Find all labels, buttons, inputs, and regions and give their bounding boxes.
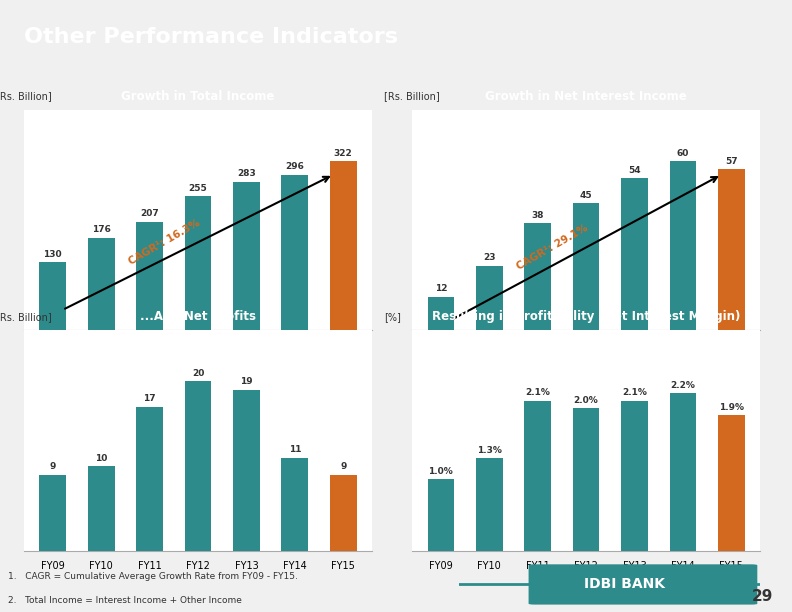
Text: 9: 9 (50, 462, 56, 471)
Text: 1.   CAGR = Cumulative Average Growth Rate from FY09 - FY15.: 1. CAGR = Cumulative Average Growth Rate… (8, 572, 298, 581)
Bar (233, 182, 260, 330)
Text: Other Performance Indicators: Other Performance Indicators (24, 27, 398, 47)
Bar (621, 401, 648, 551)
Bar (40, 262, 66, 330)
Text: 130: 130 (44, 250, 62, 259)
Text: [%]: [%] (384, 312, 401, 322)
Text: Growth in Total Income: Growth in Total Income (121, 90, 275, 103)
Bar (185, 381, 211, 551)
Bar (718, 170, 744, 330)
Bar (185, 196, 211, 330)
Text: 2.0%: 2.0% (573, 395, 599, 405)
Text: 2.2%: 2.2% (671, 381, 695, 390)
Text: 2.1%: 2.1% (525, 389, 550, 397)
Bar (281, 174, 308, 330)
Bar (428, 479, 454, 551)
Bar (621, 178, 648, 330)
Bar (330, 474, 356, 551)
Text: ...And Net Profits: ...And Net Profits (140, 310, 256, 323)
Bar (524, 401, 551, 551)
Text: 322: 322 (333, 149, 352, 158)
Bar (669, 161, 696, 330)
Bar (136, 222, 163, 330)
Bar (476, 458, 503, 551)
Text: 23: 23 (483, 253, 496, 262)
Text: 283: 283 (237, 169, 256, 178)
Text: 57: 57 (725, 157, 737, 166)
Bar (281, 458, 308, 551)
Bar (88, 466, 115, 551)
Text: [Rs. Billion]: [Rs. Billion] (0, 312, 51, 322)
Bar (476, 266, 503, 330)
Text: CAGR¹: 16.3%: CAGR¹: 16.3% (127, 218, 201, 267)
Bar (330, 161, 356, 330)
Text: 2.1%: 2.1% (622, 389, 647, 397)
Bar (573, 203, 600, 330)
Text: 54: 54 (628, 166, 641, 174)
Text: 10: 10 (95, 453, 108, 463)
Text: 60: 60 (676, 149, 689, 158)
Bar (88, 238, 115, 330)
Text: 20: 20 (192, 369, 204, 378)
Text: 17: 17 (143, 394, 156, 403)
Text: [Rs. Billion]: [Rs. Billion] (0, 91, 51, 102)
Bar (524, 223, 551, 330)
Text: Resulting in Profitability (Net Interest Margin): Resulting in Profitability (Net Interest… (432, 310, 741, 323)
Text: 255: 255 (188, 184, 208, 193)
Bar (718, 415, 744, 551)
Text: [Rs. Billion]: [Rs. Billion] (384, 91, 440, 102)
Text: 11: 11 (288, 445, 301, 454)
Text: 38: 38 (531, 211, 544, 220)
Text: 19: 19 (240, 378, 253, 386)
Bar (136, 407, 163, 551)
Text: 176: 176 (92, 225, 111, 234)
Bar (573, 408, 600, 551)
Text: 12: 12 (435, 284, 447, 293)
Text: 1.3%: 1.3% (477, 446, 501, 455)
Bar (233, 390, 260, 551)
Text: 9: 9 (340, 462, 346, 471)
Text: 1.9%: 1.9% (719, 403, 744, 412)
Text: 2.   Total Income = Interest Income + Other Income: 2. Total Income = Interest Income + Othe… (8, 597, 242, 605)
Bar (669, 394, 696, 551)
Text: Growth in Net Interest Income: Growth in Net Interest Income (485, 90, 687, 103)
Bar (428, 297, 454, 330)
Bar (40, 474, 66, 551)
FancyBboxPatch shape (528, 564, 757, 605)
Text: 29: 29 (752, 589, 773, 604)
Text: 207: 207 (140, 209, 159, 218)
Text: 1.0%: 1.0% (428, 467, 453, 476)
Text: 45: 45 (580, 191, 592, 200)
Text: 296: 296 (285, 162, 304, 171)
Text: IDBI BANK: IDBI BANK (584, 578, 665, 591)
Text: CAGR¹: 29.1%: CAGR¹: 29.1% (515, 223, 589, 272)
